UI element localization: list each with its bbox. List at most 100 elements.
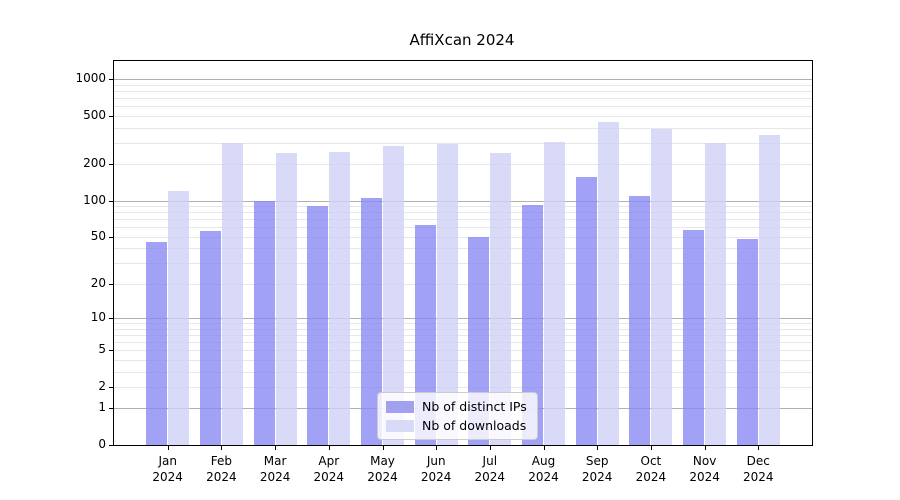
y-tick-mark bbox=[109, 445, 113, 446]
bar-downloads-dec bbox=[758, 134, 780, 445]
bar-downloads-feb bbox=[221, 142, 243, 445]
bar-downloads-may bbox=[383, 145, 404, 445]
minor-gridline bbox=[114, 142, 812, 144]
y-tick-label: 1 bbox=[98, 400, 106, 415]
x-tick-label: Dec 2024 bbox=[743, 454, 774, 485]
bar-downloads-nov bbox=[705, 142, 727, 445]
x-tick-label: Sep 2024 bbox=[581, 454, 613, 485]
bar-downloads-sep bbox=[597, 121, 619, 445]
y-tick-label: 500 bbox=[83, 107, 106, 122]
bar-downloads-jul bbox=[490, 152, 512, 445]
chart-title: AffiXcan 2024 bbox=[409, 31, 515, 49]
minor-gridline bbox=[114, 371, 812, 373]
minor-gridline bbox=[114, 127, 812, 129]
x-tick-mark bbox=[650, 446, 652, 450]
bar-downloads-oct bbox=[651, 129, 673, 445]
major-gridline bbox=[114, 79, 812, 81]
legend-item-downloads: Nb of downloads bbox=[386, 417, 527, 434]
y-tick-label: 10 bbox=[90, 310, 106, 325]
minor-gridline bbox=[114, 359, 812, 361]
y-tick-label: 0 bbox=[98, 437, 106, 451]
y-tick-mark bbox=[109, 408, 113, 410]
minor-gridline bbox=[114, 227, 812, 229]
minor-gridline bbox=[114, 84, 812, 86]
bar-distinct-ips-oct bbox=[629, 195, 651, 445]
minor-gridline bbox=[114, 164, 812, 166]
bar-downloads-mar bbox=[275, 152, 297, 445]
bar-distinct-ips-jun bbox=[414, 224, 436, 445]
y-tick-label: 100 bbox=[83, 192, 106, 207]
x-tick-label: Oct 2024 bbox=[635, 454, 667, 485]
bar-distinct-ips-mar bbox=[253, 201, 275, 445]
x-tick-mark bbox=[543, 446, 545, 450]
x-tick-mark bbox=[489, 446, 491, 450]
bar-distinct-ips-feb bbox=[199, 231, 221, 445]
legend-label-downloads: Nb of downloads bbox=[422, 418, 527, 433]
x-tick-label: Jan 2024 bbox=[152, 454, 183, 485]
bar-downloads-jan bbox=[168, 191, 190, 445]
legend-item-distinct-ips: Nb of distinct IPs bbox=[386, 398, 527, 415]
x-tick-mark bbox=[597, 446, 599, 450]
x-tick-mark bbox=[704, 446, 706, 450]
minor-gridline bbox=[114, 106, 812, 108]
x-tick-mark bbox=[758, 446, 760, 450]
minor-gridline bbox=[114, 342, 812, 343]
y-tick-mark bbox=[109, 283, 113, 285]
y-tick-label: 50 bbox=[90, 228, 106, 243]
legend: Nb of distinct IPs Nb of downloads bbox=[377, 392, 538, 440]
legend-label-distinct-ips: Nb of distinct IPs bbox=[422, 399, 527, 414]
x-tick-label: Nov 2024 bbox=[689, 454, 720, 485]
y-tick-mark bbox=[109, 200, 113, 202]
bar-distinct-ips-dec bbox=[736, 239, 758, 445]
minor-gridline bbox=[114, 236, 812, 238]
y-tick-mark bbox=[109, 79, 113, 81]
minor-gridline bbox=[114, 334, 812, 336]
major-gridline bbox=[114, 200, 812, 202]
minor-gridline bbox=[114, 328, 812, 330]
bar-distinct-ips-nov bbox=[683, 230, 705, 445]
x-tick-label: Jun 2024 bbox=[420, 454, 452, 485]
legend-swatch-downloads bbox=[386, 419, 414, 432]
minor-gridline bbox=[114, 263, 812, 265]
minor-gridline bbox=[114, 212, 812, 214]
y-tick-mark bbox=[109, 236, 113, 238]
minor-gridline bbox=[114, 283, 812, 285]
y-tick-label: 5 bbox=[98, 342, 106, 357]
bar-distinct-ips-apr bbox=[307, 206, 329, 445]
bar-downloads-aug bbox=[544, 142, 565, 445]
x-tick-mark bbox=[275, 446, 277, 450]
bar-distinct-ips-jan bbox=[146, 242, 168, 445]
plot-area: 0 1 2 5 10 20 50 100 200 500 1000 Jan 2024 Feb 2024 Mar… bbox=[75, 60, 813, 484]
legend-swatch-distinct-ips bbox=[386, 400, 414, 413]
y-tick-label: 1000 bbox=[75, 71, 106, 86]
x-tick-label: Aug 2024 bbox=[528, 454, 559, 485]
y-tick-mark bbox=[109, 318, 113, 320]
x-tick-mark bbox=[436, 446, 438, 450]
y-tick-label: 2 bbox=[98, 378, 106, 393]
x-tick-mark bbox=[221, 446, 223, 450]
x-tick-label: Jul 2024 bbox=[474, 454, 506, 485]
y-tick-mark bbox=[109, 350, 113, 352]
minor-gridline bbox=[114, 206, 812, 208]
bar-downloads-apr bbox=[329, 152, 351, 445]
minor-gridline bbox=[114, 248, 812, 250]
x-tick-label: Mar 2024 bbox=[259, 454, 291, 485]
x-tick-mark bbox=[328, 446, 330, 450]
minor-gridline bbox=[114, 98, 812, 100]
minor-gridline bbox=[114, 115, 812, 117]
minor-gridline bbox=[114, 323, 812, 325]
minor-gridline bbox=[114, 91, 812, 92]
minor-gridline bbox=[114, 219, 812, 221]
x-tick-label: Feb 2024 bbox=[206, 454, 237, 485]
major-gridline bbox=[114, 318, 812, 320]
bar-distinct-ips-aug bbox=[522, 204, 543, 445]
minor-gridline bbox=[114, 350, 812, 352]
y-tick-mark bbox=[109, 386, 113, 388]
y-tick-label: 200 bbox=[83, 156, 106, 171]
x-tick-label: Apr 2024 bbox=[313, 454, 345, 485]
bar-distinct-ips-may bbox=[361, 198, 382, 445]
y-tick-mark bbox=[109, 164, 113, 166]
y-tick-label: 20 bbox=[90, 275, 106, 290]
y-tick-mark bbox=[109, 115, 113, 117]
